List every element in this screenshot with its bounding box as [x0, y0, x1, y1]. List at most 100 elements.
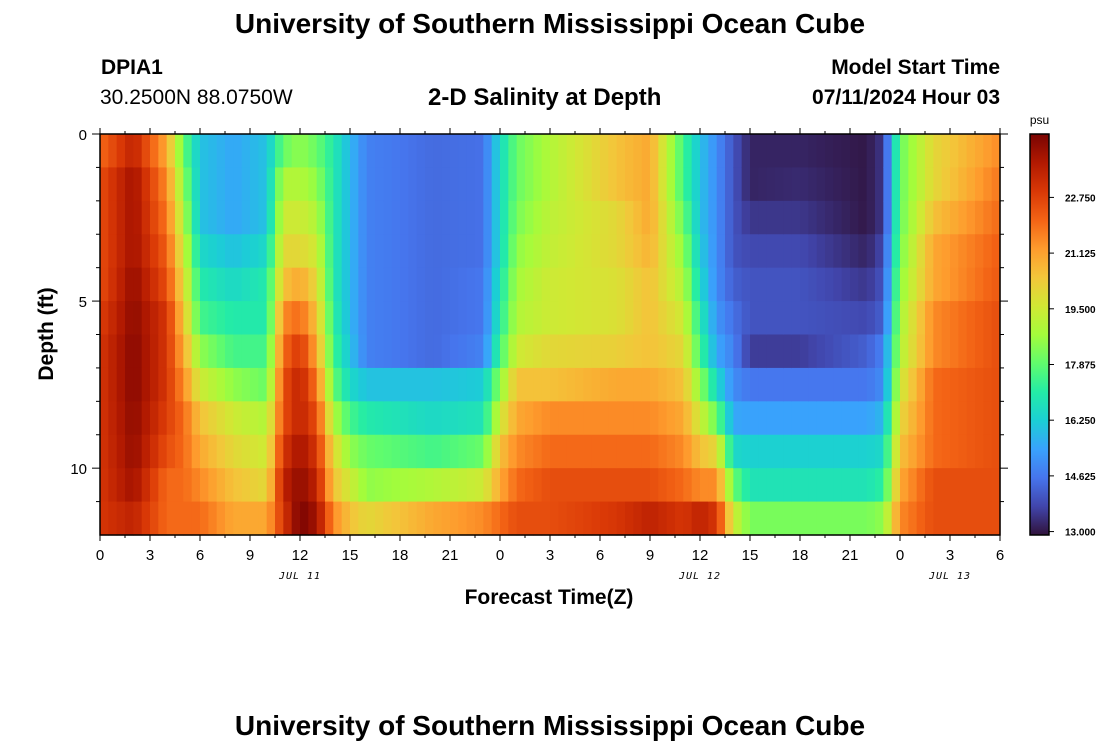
heat-cell [233, 167, 243, 202]
heat-cell [725, 401, 734, 436]
heat-cell [191, 334, 201, 369]
heat-cell [116, 468, 126, 503]
heat-cell [675, 468, 684, 503]
heat-cell [208, 434, 218, 469]
heat-cell [925, 367, 934, 402]
heat-cell [508, 334, 518, 369]
heat-cell [900, 301, 909, 336]
heat-cell [916, 167, 926, 202]
heat-cell [766, 434, 776, 469]
heat-cell [316, 200, 326, 235]
heat-cell [308, 468, 318, 503]
heat-cell [850, 501, 859, 536]
heat-cell [341, 200, 351, 235]
heat-cell [650, 501, 659, 536]
heat-cell [908, 200, 918, 235]
heat-cell [883, 134, 893, 169]
heat-cell [191, 434, 201, 469]
heat-cell [266, 167, 276, 202]
heat-cell [491, 301, 501, 336]
heat-cell [633, 267, 643, 302]
heat-cell [600, 267, 609, 302]
heat-cell [816, 367, 826, 402]
heat-cell [691, 234, 701, 269]
heat-cell [716, 367, 726, 402]
heat-cell [716, 134, 726, 169]
heat-cell [300, 234, 309, 269]
heat-cell [225, 334, 234, 369]
heat-cell [316, 434, 326, 469]
heat-cell [241, 468, 251, 503]
heat-cell [108, 167, 118, 202]
heat-cell [791, 401, 801, 436]
heat-cell [375, 468, 384, 503]
heat-cell [766, 334, 776, 369]
x-tick-label: 0 [896, 547, 904, 564]
y-tick-label: 5 [79, 294, 87, 311]
heat-cell [625, 501, 634, 536]
heat-cell [408, 367, 418, 402]
heat-cell [450, 234, 459, 269]
heat-cell [925, 401, 934, 436]
heat-cell [191, 134, 201, 169]
heat-cell [783, 200, 793, 235]
heat-cell [166, 434, 176, 469]
page-title: University of Southern Mississippi Ocean… [234, 8, 866, 39]
heat-cell [616, 301, 626, 336]
heat-cell [700, 167, 709, 202]
heat-cell [833, 501, 843, 536]
heat-cell [316, 267, 326, 302]
model-start-value: 07/11/2024 Hour 03 [812, 86, 1000, 109]
heat-cell [233, 401, 243, 436]
heat-cell [866, 468, 876, 503]
heat-cell [191, 200, 201, 235]
heat-cell [675, 367, 684, 402]
heat-cell [691, 401, 701, 436]
heat-cell [675, 200, 684, 235]
heat-cell [116, 401, 126, 436]
heat-cell [350, 134, 359, 169]
heat-cell [783, 434, 793, 469]
heat-cell [125, 367, 134, 402]
heat-cell [683, 501, 693, 536]
heat-cell [816, 267, 826, 302]
heat-cell [116, 434, 126, 469]
heat-cell [666, 234, 676, 269]
heat-cell [150, 367, 159, 402]
heat-cell [441, 401, 451, 436]
heat-cell [833, 267, 843, 302]
heat-cell [775, 334, 784, 369]
heat-cell [975, 134, 984, 169]
heat-cell [650, 234, 659, 269]
heat-cell [500, 468, 509, 503]
heat-cell [491, 367, 501, 402]
heat-cell [350, 401, 359, 436]
heat-cell [283, 234, 293, 269]
heat-cell [883, 468, 893, 503]
heat-cell [366, 434, 376, 469]
heat-cell [300, 267, 309, 302]
heat-cell [958, 367, 968, 402]
heat-cell [658, 200, 668, 235]
heat-cell [766, 501, 776, 536]
heat-cell [291, 134, 301, 169]
heat-cell [650, 401, 659, 436]
heat-cell [641, 501, 651, 536]
heat-cell [691, 367, 701, 402]
heat-cell [783, 167, 793, 202]
heat-cell [375, 334, 384, 369]
heat-cell [666, 468, 676, 503]
heat-cell [775, 434, 784, 469]
heat-cell [100, 167, 109, 202]
heat-cell [241, 367, 251, 402]
heat-cell [966, 134, 976, 169]
heat-cell [758, 334, 768, 369]
colorbar-tick-label: 14.625 [1065, 472, 1096, 483]
heat-cell [558, 501, 568, 536]
heat-cell [850, 401, 859, 436]
heat-cell [825, 167, 834, 202]
heat-cell [100, 267, 109, 302]
heat-cell [400, 234, 409, 269]
heat-cell [333, 234, 343, 269]
heat-cell [991, 267, 1001, 302]
